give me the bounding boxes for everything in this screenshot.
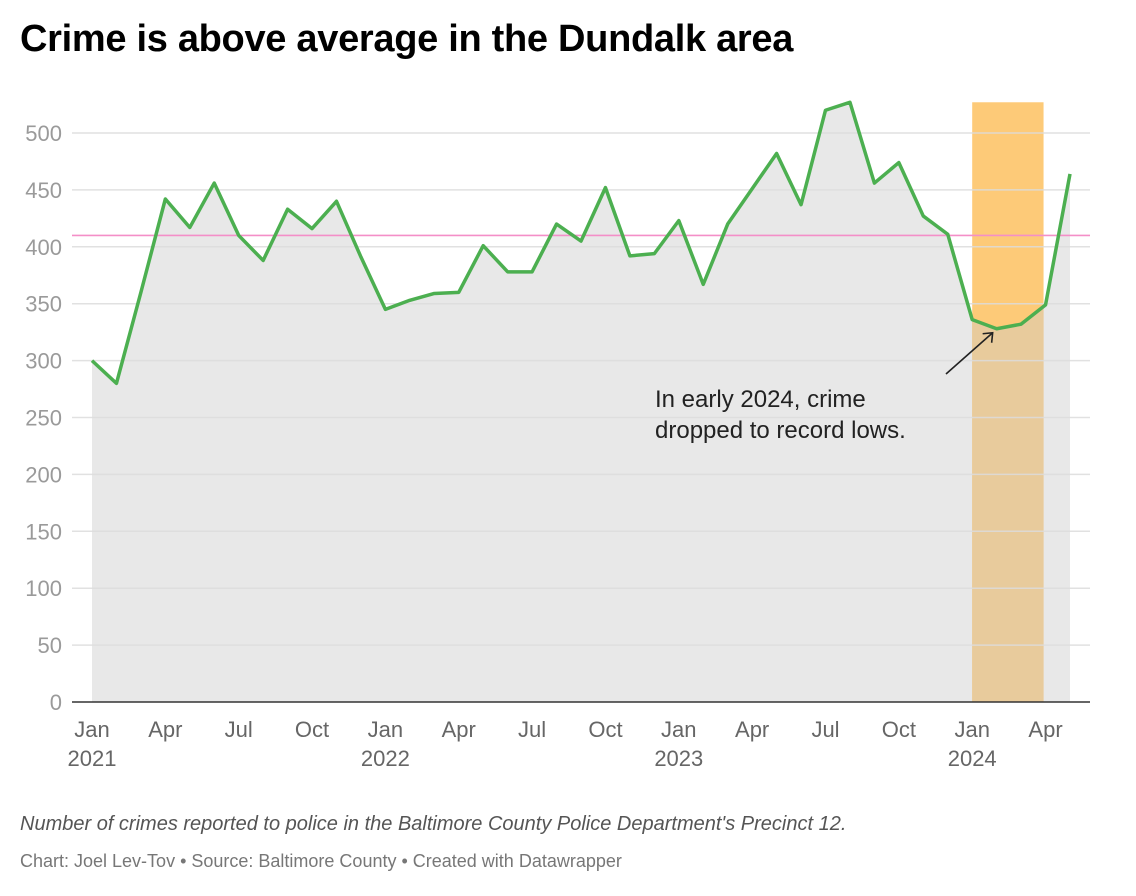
x-tick-month: Apr xyxy=(735,717,769,742)
y-tick-label: 200 xyxy=(25,462,62,487)
y-tick-label: 100 xyxy=(25,576,62,601)
y-tick-label: 350 xyxy=(25,292,62,317)
x-tick-month: Oct xyxy=(588,717,622,742)
area-fill xyxy=(92,102,1070,703)
x-tick-month: Jan xyxy=(74,717,109,742)
x-tick-month: Jan xyxy=(661,717,696,742)
x-tick-month: Apr xyxy=(1028,717,1062,742)
x-tick-month: Jan xyxy=(954,717,989,742)
x-tick-month: Apr xyxy=(442,717,476,742)
x-tick-month: Oct xyxy=(882,717,916,742)
y-tick-label: 0 xyxy=(50,690,62,715)
annotation-arrow xyxy=(945,332,994,375)
annotation-text-line1: In early 2024, crime xyxy=(655,386,866,413)
x-tick-year: 2022 xyxy=(361,746,410,771)
annotation-text-line2: dropped to record lows. xyxy=(655,417,906,444)
highlight-band-overlap xyxy=(972,304,1044,702)
y-tick-label: 450 xyxy=(25,178,62,203)
y-tick-label: 500 xyxy=(25,121,62,146)
x-tick-month: Oct xyxy=(295,717,329,742)
y-tick-label: 400 xyxy=(25,235,62,260)
series-line xyxy=(90,100,1072,386)
x-tick-year: 2021 xyxy=(68,746,117,771)
chart-title: Crime is above average in the Dundalk ar… xyxy=(20,18,794,60)
x-tick-month: Jan xyxy=(368,717,403,742)
y-tick-label: 150 xyxy=(25,519,62,544)
y-tick-label: 250 xyxy=(25,406,62,431)
x-tick-month: Apr xyxy=(148,717,182,742)
x-tick-month: Jul xyxy=(518,717,546,742)
chart-caption: Number of crimes reported to police in t… xyxy=(20,813,847,835)
x-tick-month: Jul xyxy=(225,717,253,742)
arrowhead-icon xyxy=(982,331,994,343)
x-tick-year: 2024 xyxy=(948,746,997,771)
y-tick-label: 50 xyxy=(38,633,62,658)
x-tick-month: Jul xyxy=(811,717,839,742)
x-tick-year: 2023 xyxy=(654,746,703,771)
y-tick-label: 300 xyxy=(25,349,62,374)
chart-credit: Chart: Joel Lev-Tov • Source: Baltimore … xyxy=(20,851,622,871)
